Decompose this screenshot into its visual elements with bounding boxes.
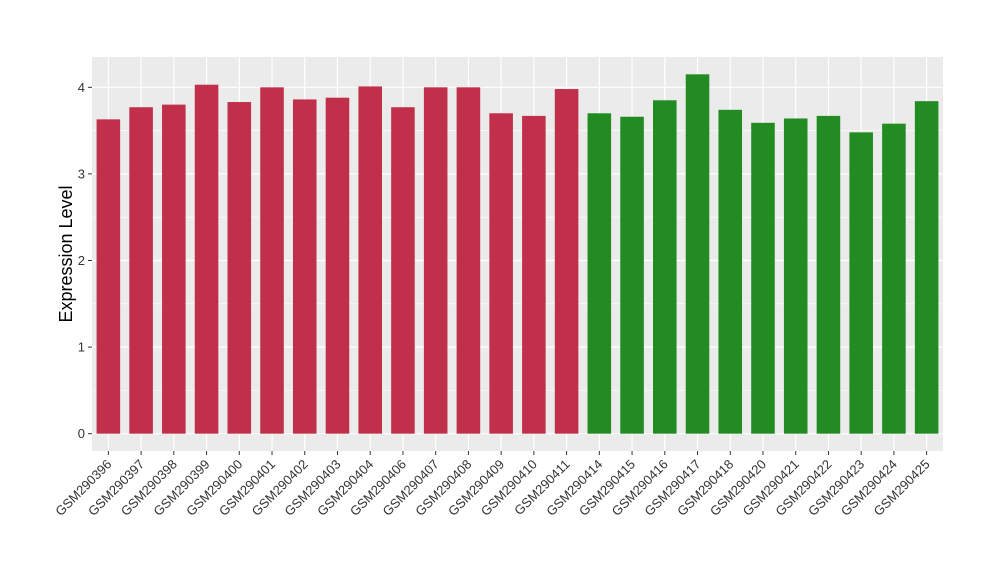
bar-GSM290425 (914, 101, 939, 434)
bar-GSM290423 (849, 132, 873, 434)
plot-panel (92, 57, 943, 451)
bar-GSM290408 (456, 87, 481, 434)
bar-GSM290415 (620, 116, 644, 434)
bar-GSM290422 (816, 115, 841, 434)
bar-GSM290409 (489, 113, 513, 434)
bar-GSM290407 (423, 87, 448, 434)
bar-GSM290418 (718, 109, 743, 434)
bar-GSM290410 (522, 115, 546, 434)
bar-GSM290411 (554, 89, 579, 434)
bar-GSM290396 (96, 119, 121, 434)
bar-GSM290414 (587, 113, 612, 434)
bar-GSM290416 (653, 100, 677, 434)
bar-GSM290401 (260, 87, 284, 434)
y-tick-label: 4 (78, 80, 85, 95)
x-axis: GSM290396GSM290397GSM290398GSM290399GSM2… (52, 451, 933, 519)
bar-GSM290424 (882, 123, 906, 434)
bar-GSM290404 (358, 86, 382, 434)
bar-GSM290406 (391, 107, 415, 434)
bar-GSM290402 (292, 99, 317, 434)
bar-GSM290403 (325, 97, 350, 434)
bar-GSM290399 (194, 84, 219, 434)
y-axis: 0 1 2 3 4 (78, 80, 92, 441)
bar-GSM290417 (685, 74, 710, 434)
bar-GSM290420 (751, 122, 775, 434)
y-axis-title: Expression Level (56, 185, 76, 322)
bar-GSM290400 (227, 102, 252, 434)
y-tick-label: 1 (78, 340, 85, 355)
bar-GSM290421 (783, 118, 808, 434)
bar-GSM290397 (129, 107, 153, 434)
y-tick-label: 3 (78, 166, 85, 181)
bars (96, 74, 939, 434)
bar-GSM290398 (162, 104, 186, 434)
y-tick-label: 2 (78, 253, 85, 268)
y-tick-label: 0 (78, 426, 85, 441)
